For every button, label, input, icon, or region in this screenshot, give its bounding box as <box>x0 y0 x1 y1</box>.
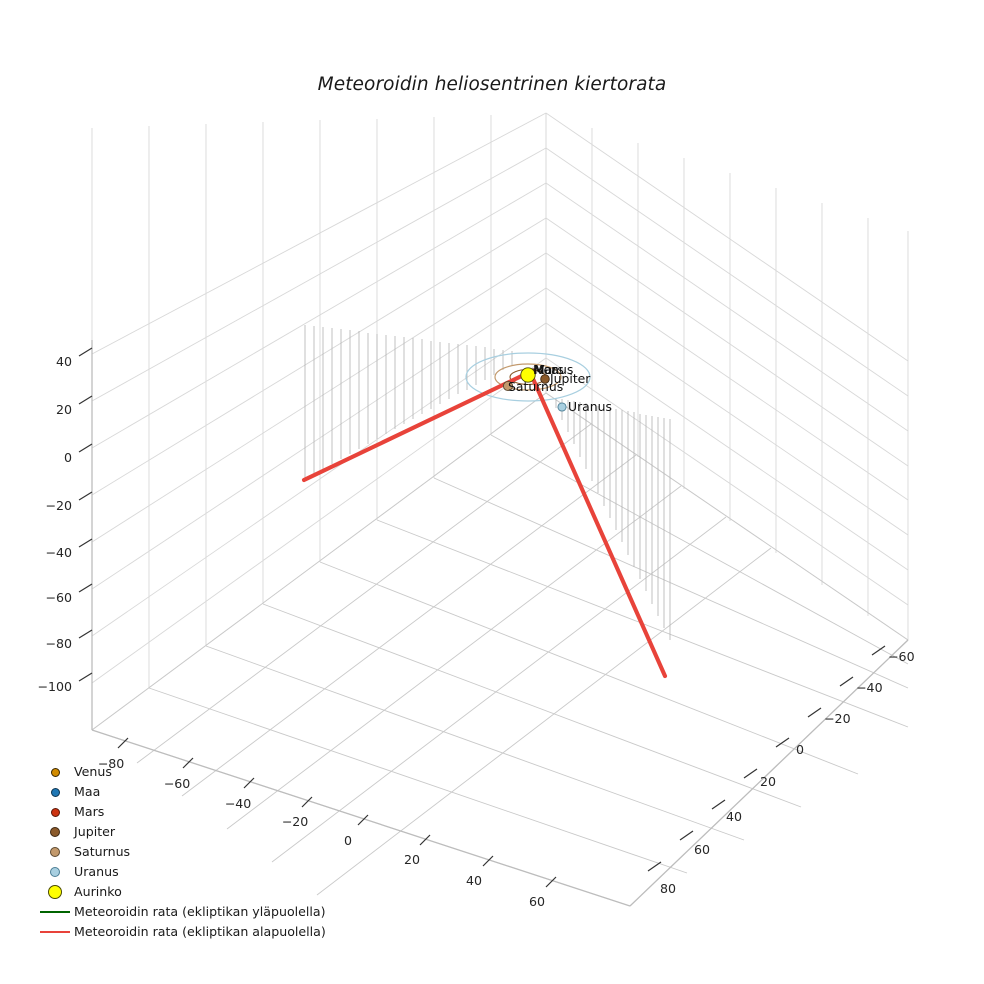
y-tick-label: −60 <box>888 649 915 664</box>
pane-floor <box>92 393 908 906</box>
z-tick-label: 40 <box>56 354 72 369</box>
legend-label: Maa <box>74 784 101 799</box>
axes-panes <box>78 112 909 907</box>
legend-line-green-icon <box>36 911 74 913</box>
label-jupiter: Jupiter <box>549 371 591 386</box>
legend-label: Saturnus <box>74 844 131 859</box>
legend-label: Meteoroidin rata (ekliptikan alapuolella… <box>74 924 326 939</box>
legend-marker-jupiter-icon <box>36 827 74 837</box>
x-tick-label: 20 <box>404 852 420 867</box>
z-tick-label: 0 <box>64 450 72 465</box>
marker-saturnus <box>502 380 514 392</box>
y-tick-label: −20 <box>824 711 851 726</box>
marker-uranus <box>557 402 567 412</box>
marker-jupiter <box>540 374 550 384</box>
label-saturnus: Saturnus <box>508 379 563 394</box>
x-tick-label: 40 <box>466 873 482 888</box>
body-annotations: Venus Maa Mars Jupiter Saturnus Uranus <box>508 362 612 414</box>
label-mars: Mars <box>534 362 564 377</box>
legend-marker-mars-icon <box>36 807 74 817</box>
legend-item-uranus: Uranus <box>36 862 366 882</box>
axis-spines <box>91 340 909 907</box>
legend-item-mars: Mars <box>36 802 366 822</box>
orbit-uranus <box>465 352 591 402</box>
axis-tickmarks <box>78 347 886 888</box>
legend-label: Uranus <box>74 864 119 879</box>
z-axis-tick-labels: 40 20 0 −20 −40 −60 −80 −100 <box>37 354 72 694</box>
legend-label: Venus <box>74 764 112 779</box>
legend-item-jupiter: Jupiter <box>36 822 366 842</box>
meteoroid-droplines <box>304 325 671 640</box>
y-tick-label: 40 <box>726 809 742 824</box>
x-axis-tick-labels: −80 −60 −40 −20 0 20 40 60 80 <box>98 756 676 909</box>
x-tick-label: −60 <box>164 776 191 791</box>
legend-marker-venus-icon <box>36 767 74 777</box>
legend-label: Aurinko <box>74 884 122 899</box>
legend-item-path-below-ecliptic: Meteoroidin rata (ekliptikan alapuolella… <box>36 922 366 942</box>
y-axis-tick-labels: −60 −40 −20 0 20 40 60 <box>694 649 915 857</box>
x-tick-label: −40 <box>225 796 252 811</box>
y-tick-label: 20 <box>760 774 776 789</box>
legend-item-saturnus: Saturnus <box>36 842 366 862</box>
legend-item-aurinko: Aurinko <box>36 882 366 902</box>
legend-label: Jupiter <box>74 824 116 839</box>
z-tick-label: 20 <box>56 402 72 417</box>
label-uranus: Uranus <box>568 399 612 414</box>
legend: Venus Maa Mars Jupiter Saturnus <box>36 762 366 942</box>
legend-item-maa: Maa <box>36 782 366 802</box>
label-maa: Maa <box>533 362 559 377</box>
x-tick-label: −80 <box>98 756 125 771</box>
x-tick-label: 0 <box>344 833 352 848</box>
z-tick-label: −60 <box>45 590 72 605</box>
y-tick-label: 60 <box>694 842 710 857</box>
body-markers <box>502 367 567 412</box>
legend-item-venus: Venus <box>36 762 366 782</box>
z-tick-label: −20 <box>45 498 72 513</box>
x-tick-label: 60 <box>529 894 545 909</box>
label-venus: Venus <box>536 362 573 377</box>
legend-marker-maa-icon <box>36 787 74 797</box>
page-title: Meteoroidin heliosentrinen kiertorata <box>317 74 667 95</box>
legend-label: Meteoroidin rata (ekliptikan yläpuolella… <box>74 904 326 919</box>
x-tick-label: 80 <box>660 881 676 896</box>
y-axis-spine <box>629 639 909 907</box>
pane-left-wall <box>92 113 546 730</box>
legend-item-path-above-ecliptic: Meteoroidin rata (ekliptikan yläpuolella… <box>36 902 366 922</box>
y-tick-label: 0 <box>796 742 804 757</box>
legend-marker-aurinko-icon <box>36 885 74 899</box>
z-tick-label: −100 <box>37 679 72 694</box>
x-axis-spine <box>91 729 631 907</box>
legend-line-red-icon <box>36 931 74 933</box>
x-tick-label: −20 <box>282 814 309 829</box>
marker-aurinko <box>520 367 536 383</box>
legend-label: Mars <box>74 804 105 819</box>
z-tick-label: −40 <box>45 545 72 560</box>
y-tick-label: −40 <box>856 680 883 695</box>
z-tick-label: −80 <box>45 636 72 651</box>
orbit-saturnus <box>494 363 562 391</box>
legend-marker-saturnus-icon <box>36 847 74 857</box>
legend-marker-uranus-icon <box>36 867 74 877</box>
